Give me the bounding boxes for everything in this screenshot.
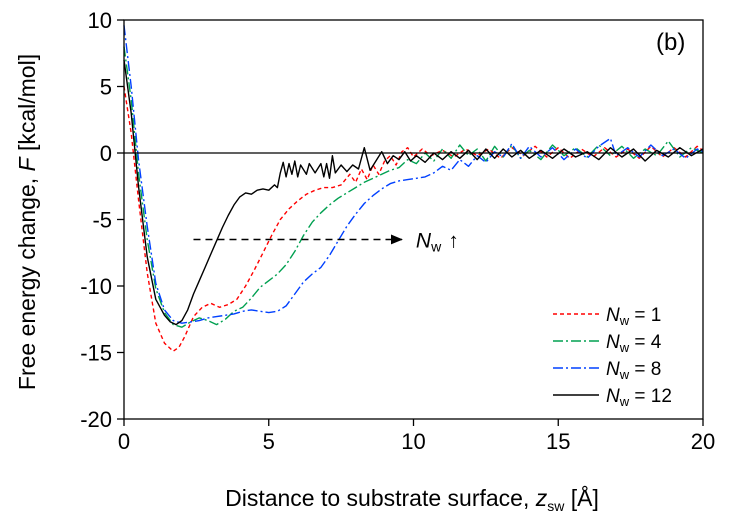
legend-item: Nw = 4 — [553, 332, 662, 355]
legend-label: Nw = 12 — [606, 386, 672, 409]
y-tick-label: 10 — [88, 8, 112, 33]
series-line-4 — [123, 59, 704, 326]
y-tick-label: -5 — [92, 208, 112, 233]
annotation-sub: w — [430, 238, 442, 254]
series-layer — [123, 25, 704, 352]
y-axis-title-suffix: [kcal/mol] — [14, 54, 40, 158]
x-tick-label: 15 — [546, 429, 570, 454]
y-axis-ticks: -20 -15 -10 -5 0 5 10 — [80, 8, 124, 432]
x-axis-title-prefix: Distance to substrate surface, — [225, 485, 536, 511]
legend-item: Nw = 12 — [553, 386, 672, 409]
x-tick-label: 20 — [691, 429, 715, 454]
annotation-label: Nw ↑ — [416, 229, 459, 254]
annotation-var: N — [416, 229, 432, 252]
x-axis-title-var: z — [535, 485, 548, 511]
legend-item: Nw = 1 — [553, 305, 661, 328]
x-tick-label: 0 — [118, 429, 130, 454]
legend-label: Nw = 1 — [606, 305, 661, 328]
y-axis-title-var: F — [14, 155, 40, 171]
x-axis-title: Distance to substrate surface, zsw [Å] — [225, 484, 599, 514]
y-tick-label: 5 — [100, 75, 112, 100]
x-axis-ticks: 0 5 10 15 20 — [118, 419, 715, 454]
panel-label: (b) — [656, 29, 685, 56]
series-line-3 — [123, 25, 704, 324]
x-tick-label: 5 — [263, 429, 275, 454]
legend-label: Nw = 8 — [606, 359, 661, 382]
series-line-2 — [123, 46, 704, 328]
y-tick-label: -20 — [80, 407, 112, 432]
x-axis-title-sub: sw — [547, 498, 565, 514]
y-tick-label: -10 — [80, 274, 112, 299]
x-axis-title-suffix: [Å] — [564, 484, 599, 511]
y-axis-title-prefix: Free energy change, — [14, 171, 40, 390]
direction-annotation: Nw ↑ — [193, 229, 459, 254]
x-tick-label: 10 — [401, 429, 425, 454]
y-axis-title: Free energy change, F [kcal/mol] — [14, 54, 40, 390]
y-tick-label: 0 — [100, 141, 112, 166]
annotation-arrow-glyph: ↑ — [448, 229, 459, 252]
y-tick-label: -15 — [80, 341, 112, 366]
legend: Nw = 1 Nw = 4 Nw = 8 Nw = 12 — [553, 305, 672, 409]
legend-label: Nw = 4 — [606, 332, 662, 355]
series-line-1 — [123, 86, 704, 352]
legend-item: Nw = 8 — [553, 359, 661, 382]
